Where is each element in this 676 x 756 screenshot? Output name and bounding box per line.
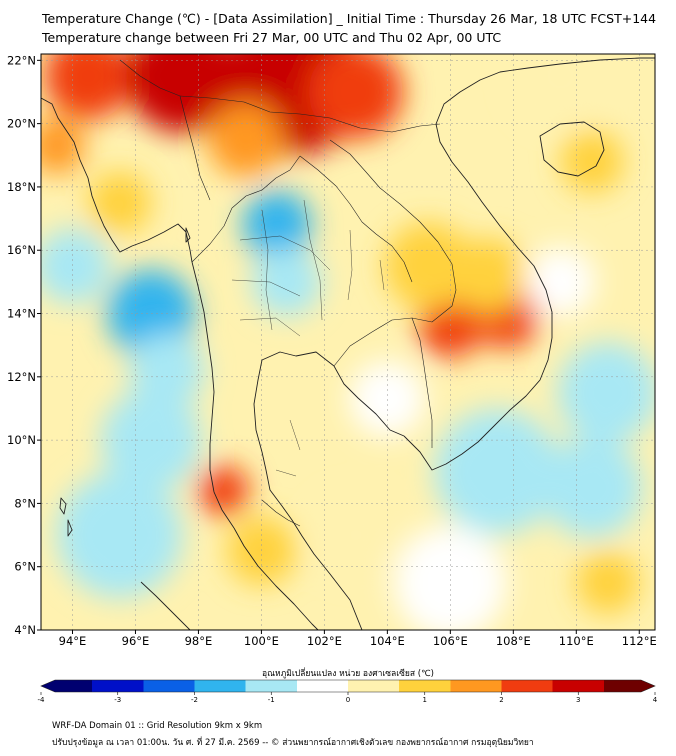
coastlines-and-borders [41,57,655,630]
temperature-anomaly [251,247,322,317]
x-tick-label: 96°E [122,634,150,648]
x-tick-label: 104°E [370,634,405,648]
colorbar-tick-label: 4 [653,696,658,704]
colorbar-tick-label: -1 [268,696,275,704]
colorbar-tick-label: -3 [114,696,121,704]
temperature-anomaly [450,237,526,314]
temperature-anomaly [242,190,312,260]
gridlines [41,54,655,630]
temperature-anomaly [434,408,561,535]
temperature-change-map: 94°E 96°E 98°E 100°E 102°E 104°E 106°E 108°E 110… [7,53,658,704]
y-tick-label: 20°N [7,117,36,131]
colorbar-title: อุณหภูมิเปลี่ยนแปลง หน่วย องศาเซลเซียส (… [262,667,434,679]
colorbar [40,679,656,693]
temperature-anomaly [56,472,183,599]
x-tick-label: 100°E [244,634,279,648]
andaman-islands [59,227,191,537]
y-tick-label: 10°N [7,433,36,447]
y-tick-label: 8°N [14,496,36,510]
border-thailand-laos [299,155,413,283]
x-tick-label: 108°E [496,634,531,648]
colorbar-tick-label: 3 [576,696,580,704]
map-frame [40,53,656,631]
y-tick-label: 22°N [7,53,36,67]
temperature-anomaly [41,117,86,175]
coastline-malay-east [261,451,363,630]
temperature-anomaly [198,465,249,516]
y-tick-label: 18°N [7,180,36,194]
temperature-anomaly [560,130,624,194]
temperature-anomaly [88,171,152,235]
temperature-field [41,54,655,630]
coastline-myanmar-west [41,97,193,263]
coastline-gulf-thailand [253,351,405,453]
coastline-malay-west [233,527,319,630]
temperature-anomaly [207,101,284,178]
border-thailand-malaysia [261,499,301,527]
temperature-anomaly [314,494,397,576]
temperature-anomaly [44,54,133,121]
border-laos-vietnam [329,139,457,291]
y-tick-label: 12°N [7,370,36,384]
temperature-anomaly [393,525,507,630]
map-subtitle: Temperature change between Fri 27 Mar, 0… [42,30,502,45]
coastline-sumatra [140,581,191,630]
footer-update-info: ปรับปรุงข้อมูล ณ เวลา 01:00น. วัน ศ. ที่… [52,738,534,748]
temperature-anomaly [129,332,205,409]
colorbar-tick-label: 0 [346,696,350,704]
temperature-anomaly [541,437,643,538]
x-tick-label: 102°E [307,634,342,648]
colorbar-tick-label: 1 [423,696,427,704]
x-tick-label: 98°E [185,634,213,648]
temperature-anomaly [513,54,608,124]
colorbar-tick-label: 2 [499,696,503,704]
y-tick-label: 6°N [14,560,36,574]
colorbar-ticks: -4 -3 -2 -1 0 1 2 3 4 [38,692,658,704]
colorbar-tick-label: -2 [191,696,198,704]
plot-area [41,54,655,630]
temperature-anomaly [576,551,640,615]
border-thailand-cambodia [333,289,457,367]
border-myanmar-thailand [191,155,301,263]
coastline-tenasserim [191,261,235,529]
x-tick-label: 110°E [559,634,594,648]
temperature-anomaly [308,54,404,140]
footer-model-info: WRF-DA Domain 01 :: Grid Resolution 9km … [52,721,263,731]
x-tick-label: 112°E [622,634,657,648]
x-tick-label: 106°E [433,634,468,648]
province-lines [231,199,385,477]
temperature-anomaly [126,54,240,133]
x-tick-label: 94°E [59,634,87,648]
temperature-anomaly [557,342,655,444]
border-cambodia-vietnam [411,317,433,448]
border-china-south [179,95,441,133]
y-tick-label: 14°N [7,307,36,321]
axis-tick-labels: 94°E 96°E 98°E 100°E 102°E 104°E 106°E 108°E 110… [7,53,657,648]
coastline-vietnam-east [435,57,655,338]
temperature-anomaly [525,247,596,317]
border-myanmar-china [119,59,211,201]
map-title: Temperature Change (℃) - [Data Assimilat… [42,11,657,26]
y-tick-label: 4°N [14,623,36,637]
colorbar-tick-label: -4 [38,696,46,704]
temperature-anomaly [349,361,426,437]
y-tick-label: 16°N [7,243,36,257]
coastline-hainan [539,121,605,177]
temperature-anomaly [418,294,482,358]
coastline-mekong [403,337,553,471]
temperature-anomaly [41,228,111,304]
